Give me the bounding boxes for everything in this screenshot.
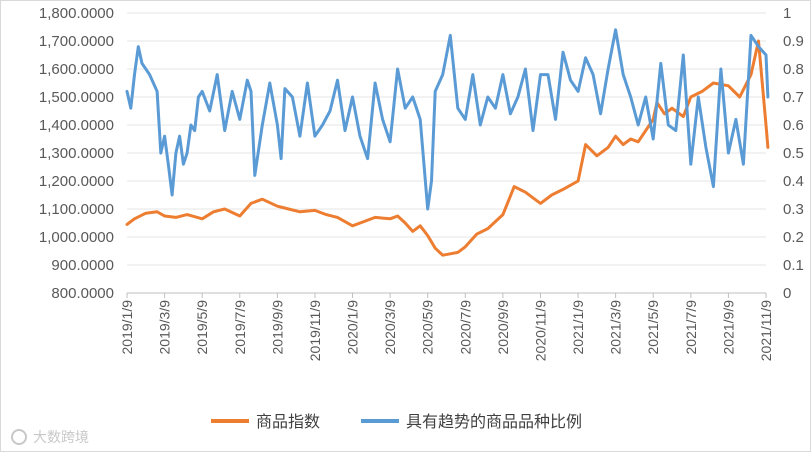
- watermark-text: 大数跨境: [33, 429, 89, 445]
- y-right-tick-label: 0.5: [783, 145, 804, 162]
- x-tick-label: 2021/7/9: [683, 300, 699, 355]
- y-right-tick-label: 0.7: [783, 89, 804, 106]
- y-left-tick-label: 1,100.0000: [39, 201, 114, 218]
- y-left-tick-label: 1,600.0000: [39, 61, 114, 78]
- legend-label: 商品指数: [256, 413, 320, 431]
- x-tick-label: 2019/7/9: [232, 300, 248, 355]
- x-tick-label: 2019/1/9: [119, 300, 135, 355]
- x-tick-label: 2019/11/9: [307, 300, 323, 361]
- y-right-tick-label: 0.6: [783, 117, 804, 134]
- y-left-tick-label: 1,800.0000: [39, 5, 114, 22]
- x-tick-label: 2021/3/9: [608, 300, 624, 355]
- series-group: [125, 28, 770, 257]
- y-left-tick-label: 1,200.0000: [39, 173, 114, 190]
- watermark: 大数跨境: [11, 429, 89, 445]
- y-left-tick-label: 1,700.0000: [39, 33, 114, 50]
- y-left-tick-label: 1,400.0000: [39, 117, 114, 134]
- y-right-tick-label: 0.2: [783, 229, 804, 246]
- x-tick-label: 2021/11/9: [758, 300, 774, 361]
- y-left-tick-label: 900.0000: [51, 257, 114, 274]
- x-tick-label: 2021/5/9: [645, 300, 661, 355]
- y-right-tick-label: 0.9: [783, 33, 804, 50]
- y-right-tick-label: 0: [783, 285, 791, 302]
- y-right-tick-label: 1: [783, 5, 791, 22]
- x-tick-label: 2019/5/9: [194, 300, 210, 355]
- y-left-tick-label: 800.0000: [51, 285, 114, 302]
- x-tick-label: 2019/3/9: [157, 300, 173, 355]
- series-line-commodity-index: [125, 39, 770, 257]
- x-tick-label: 2020/1/9: [345, 300, 361, 355]
- x-tick-label: 2020/11/9: [532, 300, 548, 361]
- y-right-tick-label: 0.8: [783, 61, 804, 78]
- y-left-tick-label: 1,000.0000: [39, 229, 114, 246]
- series-line-trend-ratio: [125, 28, 770, 211]
- x-tick-label: 2019/9/9: [269, 300, 285, 355]
- y-right-tick-label: 0.4: [783, 173, 804, 190]
- legend-label: 具有趋势的商品品种比例: [406, 413, 582, 431]
- x-tick-label: 2020/5/9: [420, 300, 436, 355]
- x-tick-label: 2021/9/9: [720, 300, 736, 355]
- x-tick-label: 2020/7/9: [457, 300, 473, 355]
- y-right-tick-label: 0.1: [783, 257, 804, 274]
- x-tick-label: 2020/9/9: [495, 300, 511, 355]
- gridlines: [127, 12, 766, 294]
- axes: 800.0000 900.0000 1,000.0000 1,100.0000 1,20…: [39, 5, 804, 361]
- y-left-tick-label: 1,500.0000: [39, 89, 114, 106]
- watermark-logo-icon: [11, 429, 27, 445]
- x-tick-label: 2021/1/9: [570, 300, 586, 355]
- legend: 商品指数 具有趋势的商品品种比例: [211, 413, 582, 431]
- x-tick-label: 2020/3/9: [382, 300, 398, 355]
- y-left-tick-label: 1,300.0000: [39, 145, 114, 162]
- y-right-tick-label: 0.3: [783, 201, 804, 218]
